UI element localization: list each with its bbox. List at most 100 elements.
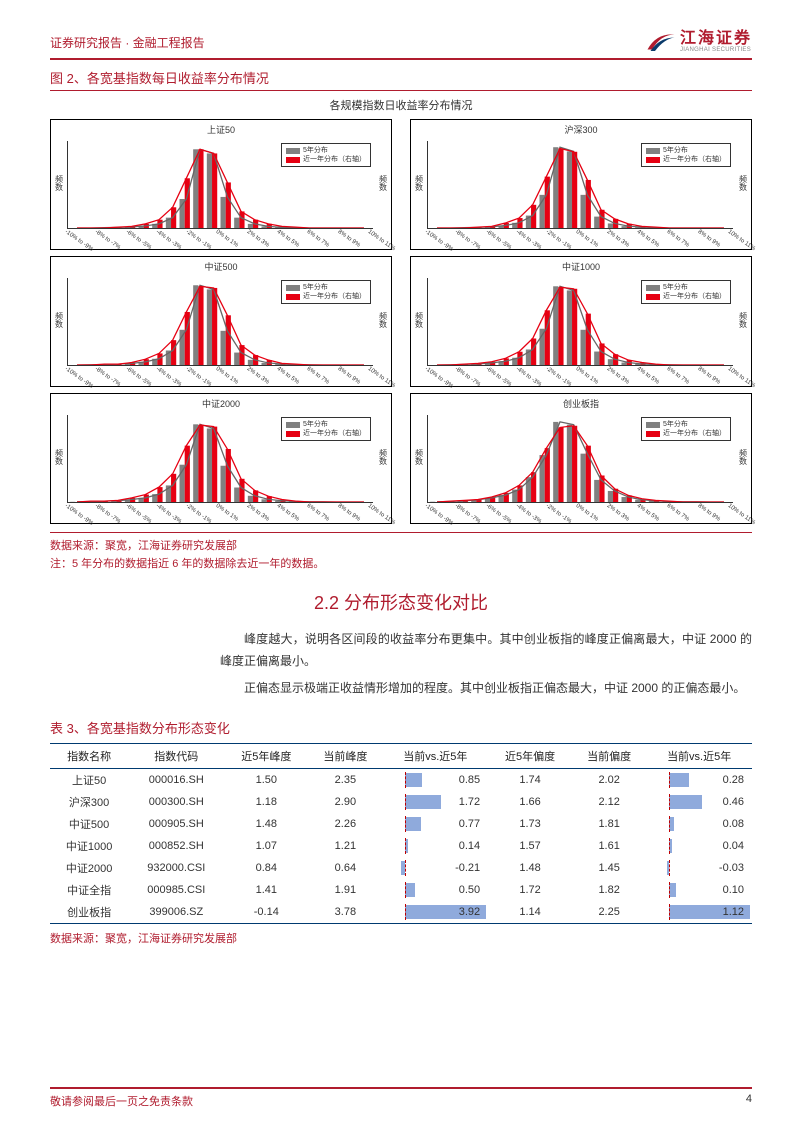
table-cell: 932000.CSI <box>128 857 224 879</box>
xtick-row: -10% to -9%-8% to -7%-6% to -5%-4% to -3… <box>413 366 749 372</box>
table-row: 中证2000932000.CSI0.840.64-0.211.481.45-0.… <box>50 857 752 879</box>
table-barcell: 0.10 <box>646 879 752 901</box>
logo-swoosh-icon <box>646 30 676 54</box>
table-cell: 1.14 <box>488 901 572 924</box>
table-cell: 1.41 <box>224 879 308 901</box>
figure2-note: 注：5 年分布的数据指近 6 年的数据除去近一年的数据。 <box>50 555 752 571</box>
chart-panel-title: 中证2000 <box>53 397 389 410</box>
yaxis-left-label: 频数 <box>413 274 425 366</box>
logo-text-cn: 江海证券 <box>680 31 752 47</box>
table-cell: 1.48 <box>224 813 308 835</box>
table-cell: 399006.SZ <box>128 901 224 924</box>
table-cell: 中证500 <box>50 813 128 835</box>
table-cell: 1.48 <box>488 857 572 879</box>
footer-page-number: 4 <box>746 1093 752 1109</box>
chart-legend: 5年分布近一年分布（右轴） <box>281 417 371 441</box>
chart-panel-title: 上证50 <box>53 123 389 136</box>
table-barcell: 0.46 <box>646 791 752 813</box>
table-barcell: 1.72 <box>383 791 489 813</box>
table-barcell: 0.77 <box>383 813 489 835</box>
table3: 指数名称指数代码近5年峰度当前峰度当前vs.近5年近5年偏度当前偏度当前vs.近… <box>50 743 752 924</box>
yaxis-right-label: 频数 <box>737 137 749 229</box>
figure2-chart-grid: 上证50频数5年分布近一年分布（右轴）频数-10% to -9%-8% to -… <box>50 119 752 524</box>
yaxis-left-label: 频数 <box>53 274 65 366</box>
figure2-title: 图 2、各宽基指数每日收益率分布情况 <box>50 68 752 91</box>
table-header-cell: 近5年峰度 <box>224 743 308 768</box>
yaxis-left-label: 频数 <box>53 411 65 503</box>
figure2-suptitle: 各规模指数日收益率分布情况 <box>50 97 752 113</box>
footer-disclaimer: 敬请参阅最后一页之免责条款 <box>50 1093 193 1109</box>
xtick-row: -10% to -9%-8% to -7%-6% to -5%-4% to -3… <box>413 503 749 509</box>
table-row: 中证全指000985.CSI1.411.910.501.721.820.10 <box>50 879 752 901</box>
table-cell: 1.91 <box>308 879 382 901</box>
table-cell: 1.07 <box>224 835 308 857</box>
table-cell: 1.74 <box>488 768 572 791</box>
table-cell: 1.66 <box>488 791 572 813</box>
table-cell: 中证全指 <box>50 879 128 901</box>
chart-legend: 5年分布近一年分布（右轴） <box>641 143 731 167</box>
table-cell: 000905.SH <box>128 813 224 835</box>
yaxis-right-label: 频数 <box>377 411 389 503</box>
xtick-row: -10% to -9%-8% to -7%-6% to -5%-4% to -3… <box>53 366 389 372</box>
logo-text-en: JIANGHAI SECURITIES <box>680 47 752 53</box>
yaxis-right-label: 频数 <box>737 411 749 503</box>
chart-legend: 5年分布近一年分布（右轴） <box>281 143 371 167</box>
table-barcell: 0.14 <box>383 835 489 857</box>
table-barcell: 1.12 <box>646 901 752 924</box>
table-cell: 1.57 <box>488 835 572 857</box>
chart-panel: 中证500频数5年分布近一年分布（右轴）频数-10% to -9%-8% to … <box>50 256 392 387</box>
table-barcell: 0.08 <box>646 813 752 835</box>
chart-panel: 创业板指频数5年分布近一年分布（右轴）频数-10% to -9%-8% to -… <box>410 393 752 524</box>
table-cell: 1.73 <box>488 813 572 835</box>
table-barcell: 0.28 <box>646 768 752 791</box>
table-cell: 上证50 <box>50 768 128 791</box>
table-cell: 0.64 <box>308 857 382 879</box>
table-header-cell: 当前偏度 <box>572 743 646 768</box>
yaxis-left-label: 频数 <box>53 137 65 229</box>
table3-title: 表 3、各宽基指数分布形态变化 <box>50 718 752 737</box>
table-header-cell: 指数代码 <box>128 743 224 768</box>
table-row: 上证50000016.SH1.502.350.851.742.020.28 <box>50 768 752 791</box>
table-cell: 2.90 <box>308 791 382 813</box>
table-barcell: -0.21 <box>383 857 489 879</box>
yaxis-left-label: 频数 <box>413 411 425 503</box>
xtick-row: -10% to -9%-8% to -7%-6% to -5%-4% to -3… <box>53 503 389 509</box>
plot-area: 5年分布近一年分布（右轴） <box>67 415 373 503</box>
table-cell: 2.25 <box>572 901 646 924</box>
table3-source: 数据来源：聚宽，江海证券研究发展部 <box>50 930 752 946</box>
header-category: 证券研究报告 · 金融工程报告 <box>50 34 205 51</box>
plot-area: 5年分布近一年分布（右轴） <box>67 141 373 229</box>
table-barcell: 3.92 <box>383 901 489 924</box>
yaxis-left-label: 频数 <box>413 137 425 229</box>
table-header-cell: 当前vs.近5年 <box>383 743 489 768</box>
table-cell: 000985.CSI <box>128 879 224 901</box>
table-cell: 1.21 <box>308 835 382 857</box>
table-header-cell: 当前vs.近5年 <box>646 743 752 768</box>
yaxis-right-label: 频数 <box>377 274 389 366</box>
table-cell: 1.82 <box>572 879 646 901</box>
table-row: 沪深300000300.SH1.182.901.721.662.120.46 <box>50 791 752 813</box>
table-cell: 2.26 <box>308 813 382 835</box>
page-header: 证券研究报告 · 金融工程报告 江海证券 JIANGHAI SECURITIES <box>50 30 752 60</box>
xtick-row: -10% to -9%-8% to -7%-6% to -5%-4% to -3… <box>413 229 749 235</box>
section-2-2-p1: 峰度越大，说明各区间段的收益率分布更集中。其中创业板指的峰度正偏离最大，中证 2… <box>220 629 752 672</box>
table-cell: 1.18 <box>224 791 308 813</box>
chart-legend: 5年分布近一年分布（右轴） <box>641 280 731 304</box>
table-cell: 中证2000 <box>50 857 128 879</box>
table-cell: 1.45 <box>572 857 646 879</box>
table-header-cell: 近5年偏度 <box>488 743 572 768</box>
chart-legend: 5年分布近一年分布（右轴） <box>641 417 731 441</box>
chart-panel: 中证1000频数5年分布近一年分布（右轴）频数-10% to -9%-8% to… <box>410 256 752 387</box>
figure2-source: 数据来源：聚宽，江海证券研究发展部 <box>50 532 752 553</box>
table-cell: 3.78 <box>308 901 382 924</box>
table-cell: 1.61 <box>572 835 646 857</box>
chart-panel-title: 中证1000 <box>413 260 749 273</box>
table-row: 中证500000905.SH1.482.260.771.731.810.08 <box>50 813 752 835</box>
plot-area: 5年分布近一年分布（右轴） <box>67 278 373 366</box>
page-footer: 敬请参阅最后一页之免责条款 4 <box>50 1087 752 1109</box>
xtick-row: -10% to -9%-8% to -7%-6% to -5%-4% to -3… <box>53 229 389 235</box>
table-cell: 000852.SH <box>128 835 224 857</box>
table-header-cell: 指数名称 <box>50 743 128 768</box>
table-barcell: 0.50 <box>383 879 489 901</box>
table-row: 中证1000000852.SH1.071.210.141.571.610.04 <box>50 835 752 857</box>
